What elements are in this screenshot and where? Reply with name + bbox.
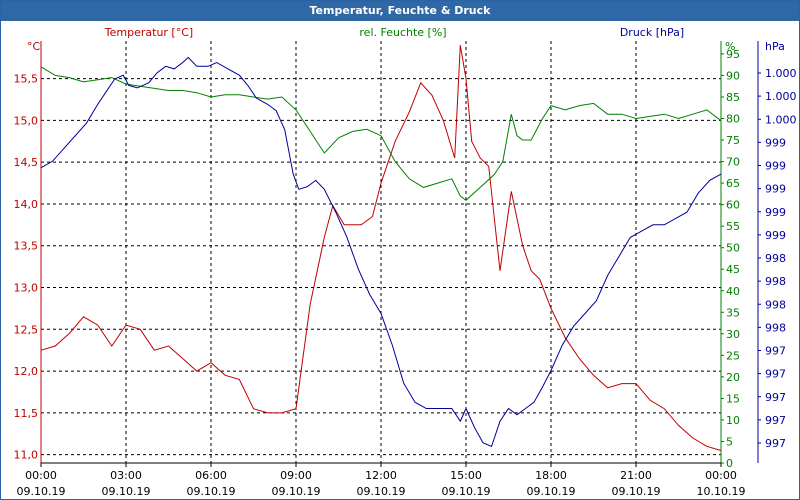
humidity-tick-label: 55	[726, 220, 740, 233]
temperature-tick-label: 11,0	[14, 449, 39, 462]
humidity-tick-label: 65	[726, 177, 740, 190]
temperature-tick-label: 14,0	[14, 198, 39, 211]
pressure-tick-label: 999	[765, 183, 786, 196]
humidity-unit-label: %	[725, 40, 735, 53]
x-time-label: 18:00	[535, 469, 567, 482]
pressure-tick-label: 1.000	[765, 113, 797, 126]
pressure-tick-label: 999	[765, 206, 786, 219]
pressure-tick-label: 997	[765, 414, 786, 427]
humidity-tick-label: 15	[726, 392, 740, 405]
temperature-line	[40, 45, 722, 451]
x-time-label: 06:00	[195, 469, 227, 482]
humidity-tick-label: 60	[726, 199, 740, 212]
x-date-label: 09.10.19	[102, 485, 151, 498]
humidity-tick-label: 35	[726, 306, 740, 319]
temperature-unit-label: °C	[27, 40, 41, 53]
pressure-unit-label: hPa	[765, 40, 785, 53]
pressure-series-label: Druck [hPa]	[620, 26, 684, 39]
temperature-tick-label: 13,0	[14, 282, 39, 295]
humidity-tick-label: 50	[726, 242, 740, 255]
humidity-series-label: rel. Feuchte [%]	[359, 26, 446, 39]
x-date-label: 09.10.19	[17, 485, 66, 498]
humidity-tick-label: 0	[726, 457, 733, 470]
x-date-label: 09.10.19	[527, 485, 576, 498]
x-time-label: 00:00	[25, 469, 57, 482]
x-date-label: 09.10.19	[357, 485, 406, 498]
humidity-tick-label: 80	[726, 113, 740, 126]
pressure-tick-label: 999	[765, 160, 786, 173]
pressure-tick-label: 999	[765, 136, 786, 149]
chart-title: Temperatur, Feuchte & Druck	[1, 1, 799, 21]
x-time-label: 15:00	[450, 469, 482, 482]
x-time-label: 09:00	[280, 469, 312, 482]
humidity-tick-label: 30	[726, 328, 740, 341]
humidity-tick-label: 70	[726, 156, 740, 169]
temperature-series-label: Temperatur [°C]	[104, 26, 193, 39]
x-time-label: 12:00	[365, 469, 397, 482]
temperature-tick-label: 12,5	[14, 323, 39, 336]
pressure-tick-label: 997	[765, 345, 786, 358]
x-time-label: 00:00	[705, 469, 737, 482]
x-date-label: 09.10.19	[442, 485, 491, 498]
humidity-tick-label: 85	[726, 91, 740, 104]
humidity-tick-label: 45	[726, 263, 740, 276]
x-time-label: 21:00	[620, 469, 652, 482]
humidity-tick-label: 5	[726, 435, 733, 448]
humidity-tick-label: 20	[726, 371, 740, 384]
temperature-tick-label: 15,5	[14, 73, 39, 86]
pressure-tick-label: 1.000	[765, 90, 797, 103]
x-date-label: 09.10.19	[187, 485, 236, 498]
humidity-tick-label: 25	[726, 349, 740, 362]
humidity-line	[40, 66, 722, 201]
humidity-tick-label: 75	[726, 134, 740, 147]
temperature-tick-label: 14,5	[14, 156, 39, 169]
pressure-tick-label: 998	[765, 298, 786, 311]
temperature-tick-label: 11,5	[14, 407, 39, 420]
temperature-tick-label: 15,0	[14, 114, 39, 127]
pressure-tick-label: 998	[765, 321, 786, 334]
x-time-label: 03:00	[110, 469, 142, 482]
pressure-tick-label: 1.000	[765, 67, 797, 80]
pressure-tick-label: 997	[765, 391, 786, 404]
humidity-tick-label: 40	[726, 285, 740, 298]
pressure-tick-label: 998	[765, 252, 786, 265]
pressure-tick-label: 998	[765, 275, 786, 288]
humidity-tick-label: 10	[726, 414, 740, 427]
x-date-label: 10.10.19	[697, 485, 746, 498]
pressure-line	[40, 56, 722, 448]
humidity-tick-label: 90	[726, 69, 740, 82]
pressure-tick-label: 999	[765, 229, 786, 242]
x-date-label: 09.10.19	[612, 485, 661, 498]
humidity-tick-label: 95	[726, 48, 740, 61]
temperature-tick-label: 13,5	[14, 240, 39, 253]
x-date-label: 09.10.19	[272, 485, 321, 498]
temperature-tick-label: 12,0	[14, 365, 39, 378]
pressure-tick-label: 997	[765, 368, 786, 381]
pressure-tick-label: 997	[765, 437, 786, 450]
